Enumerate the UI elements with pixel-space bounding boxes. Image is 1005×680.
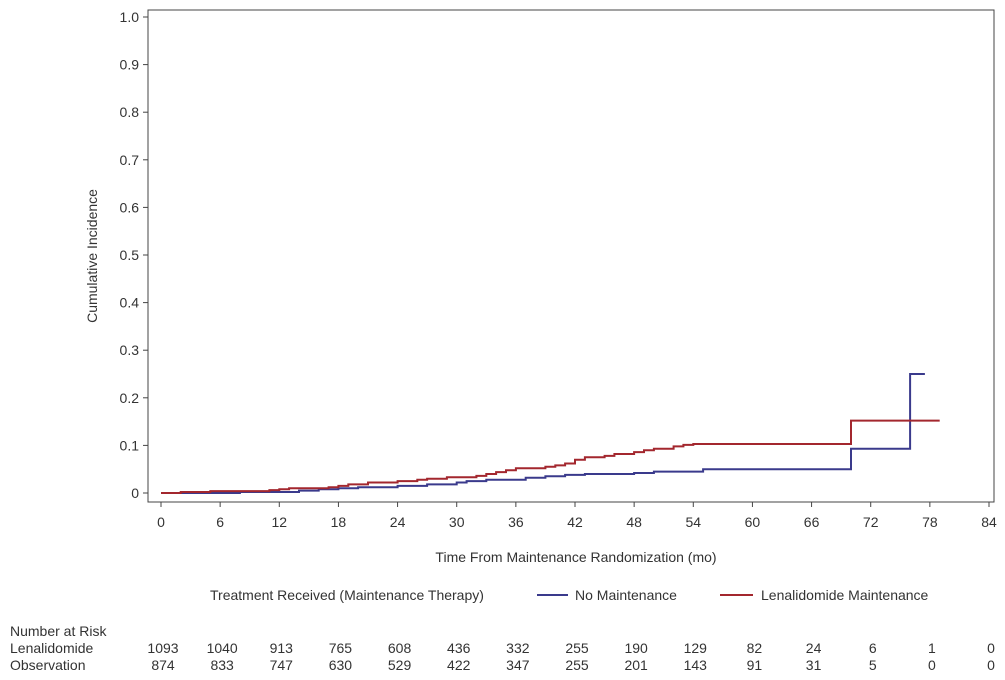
x-tick-label: 30 [449,514,465,530]
legend-title: Treatment Received (Maintenance Therapy) [210,587,484,603]
x-tick-label: 84 [981,514,997,530]
risk-row-label-observation: Observation [10,657,85,673]
risk-cell: 913 [270,640,294,656]
risk-cell: 833 [210,657,234,673]
y-tick-label: 0 [131,485,139,501]
legend: Treatment Received (Maintenance Therapy)… [210,587,929,603]
risk-cell: 347 [506,657,530,673]
risk-cell: 31 [806,657,822,673]
number-at-risk-table: Number at Risk Lenalidomide Observation … [10,623,995,673]
risk-cell: 255 [565,640,589,656]
risk-cell: 6 [869,640,877,656]
x-tick-label: 36 [508,514,524,530]
risk-cell: 529 [388,657,412,673]
x-tick-label: 78 [922,514,938,530]
risk-cell: 608 [388,640,412,656]
risk-cell: 255 [565,657,589,673]
risk-table-title: Number at Risk [10,623,107,639]
risk-cell: 190 [624,640,648,656]
x-tick-label: 42 [567,514,583,530]
x-axis: 0 6 12 18 24 30 36 42 48 54 60 66 72 78 84 [157,502,997,530]
series-line-no-maintenance [161,373,925,494]
risk-cell: 1093 [147,640,178,656]
risk-cell: 5 [869,657,877,673]
x-tick-label: 0 [157,514,165,530]
risk-cell: 332 [506,640,530,656]
risk-cell: 82 [747,640,763,656]
risk-cell: 765 [329,640,353,656]
y-axis-title: Cumulative Incidence [84,189,100,323]
risk-row-label-lenalidomide: Lenalidomide [10,640,93,656]
legend-label-lenalidomide-maintenance: Lenalidomide Maintenance [761,587,929,603]
x-axis-title: Time From Maintenance Randomization (mo) [435,549,716,565]
risk-cell: 0 [928,657,936,673]
risk-cell: 0 [987,657,995,673]
y-tick-label: 0.3 [120,342,140,358]
risk-cell: 0 [987,640,995,656]
y-tick-label: 0.2 [120,390,140,406]
series-layer [161,373,940,494]
risk-cell: 143 [684,657,708,673]
series-line-lenalidomide-maintenance [161,419,940,494]
x-tick-label: 72 [863,514,879,530]
x-tick-label: 24 [390,514,406,530]
y-tick-label: 0.5 [120,247,140,263]
y-tick-label: 0.9 [120,57,140,73]
y-tick-label: 0.7 [120,152,140,168]
risk-cell: 201 [624,657,648,673]
x-tick-label: 6 [216,514,224,530]
x-tick-label: 54 [685,514,701,530]
x-tick-label: 66 [804,514,820,530]
risk-cell: 1040 [207,640,238,656]
risk-values: 1093 1040 913 765 608 436 332 255 190 129 82 24 6 1 08… [147,640,995,673]
y-tick-label: 0.8 [120,104,140,120]
x-tick-label: 12 [271,514,287,530]
risk-cell: 630 [329,657,353,673]
x-tick-label: 18 [331,514,347,530]
risk-cell: 91 [747,657,763,673]
y-axis: 0 0.1 0.2 0.3 0.4 0.5 0.6 0.7 0.8 0.9 1.0 [120,9,148,501]
y-tick-label: 0.4 [120,295,140,311]
risk-cell: 129 [684,640,708,656]
risk-cell: 874 [151,657,175,673]
y-tick-label: 0.1 [120,437,140,453]
y-tick-label: 0.6 [120,199,140,215]
legend-label-no-maintenance: No Maintenance [575,587,677,603]
risk-cell: 747 [270,657,294,673]
risk-cell: 436 [447,640,471,656]
plot-frame [147,9,995,503]
x-tick-label: 48 [626,514,642,530]
risk-cell: 24 [806,640,822,656]
x-tick-label: 60 [745,514,761,530]
risk-cell: 422 [447,657,471,673]
y-tick-label: 1.0 [120,9,140,25]
risk-cell: 1 [928,640,936,656]
